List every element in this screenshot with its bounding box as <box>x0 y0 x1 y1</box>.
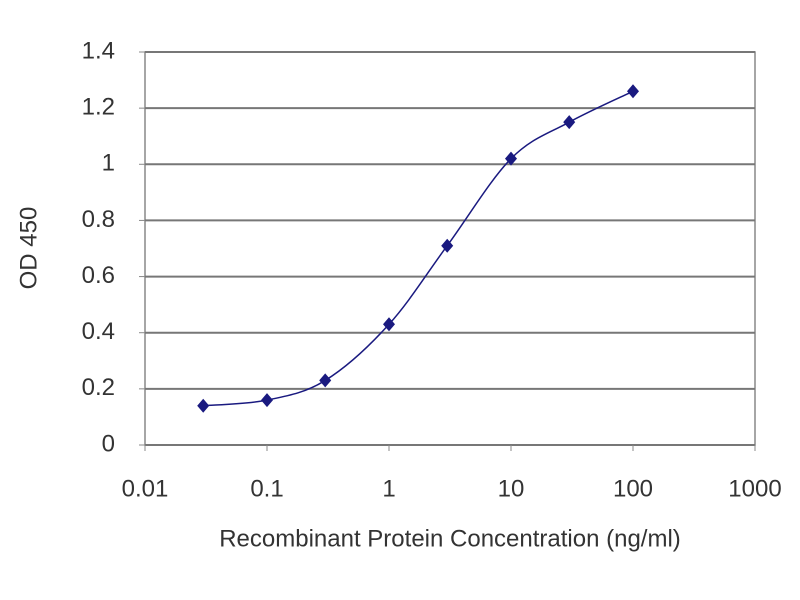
data-point <box>383 317 395 332</box>
x-tick-label: 1000 <box>728 475 781 502</box>
y-tick-label: 1 <box>102 150 115 177</box>
x-tick-label: 0.1 <box>250 475 283 502</box>
y-tick-label: 0 <box>102 430 115 457</box>
x-tick-label: 1 <box>382 475 395 502</box>
x-tick-label: 100 <box>613 475 653 502</box>
data-point <box>441 238 454 253</box>
x-tick-label: 0.01 <box>122 475 169 502</box>
data-line <box>203 90 634 407</box>
data-point <box>261 393 273 408</box>
y-tick-label: 0.4 <box>82 318 115 345</box>
data-point <box>319 373 332 388</box>
data-point <box>563 115 576 130</box>
data-point <box>505 151 517 166</box>
y-tick-label: 0.6 <box>82 262 115 289</box>
y-tick-label: 0.2 <box>82 374 115 401</box>
data-point <box>627 84 639 99</box>
y-tick-label: 1.4 <box>82 37 115 64</box>
y-tick-label: 1.2 <box>82 93 115 120</box>
y-tick-label: 0.8 <box>82 206 115 233</box>
y-axis-label: OD 450 <box>15 207 42 290</box>
x-axis-label: Recombinant Protein Concentration (ng/ml… <box>219 525 681 552</box>
x-tick-label: 10 <box>498 475 525 502</box>
data-point <box>197 398 210 413</box>
